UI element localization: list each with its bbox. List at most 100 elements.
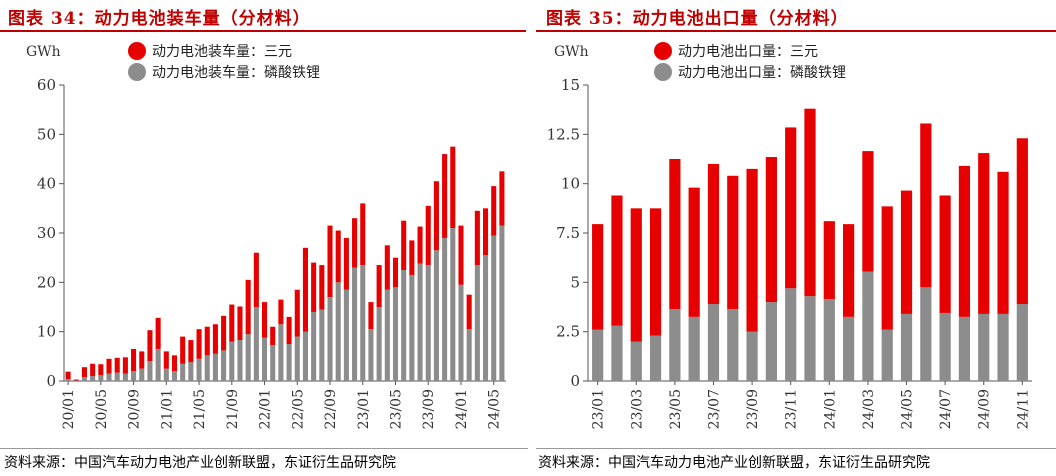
right-bar-ternary-23/09 xyxy=(746,168,758,332)
right-bar-ternary-24/02 xyxy=(843,224,855,317)
left-y-tick-label: 10 xyxy=(37,323,56,341)
right-bar-lfp-23/06 xyxy=(688,316,700,381)
gray-dot-icon xyxy=(654,62,672,81)
right-bar-ternary-24/03 xyxy=(862,151,874,272)
left-panel: 图表 34：动力电池装车量（分材料） 0 10 20 30 40 50 60 20/01 20/… xyxy=(0,9,528,471)
left-bar-ternary-21/06 xyxy=(204,326,210,356)
right-legend-item-ternary: 动力电池出口量：三元 xyxy=(654,40,846,61)
left-bar-lfp-23/05 xyxy=(392,287,399,381)
left-bar-ternary-22/03 xyxy=(278,299,284,325)
left-bar-ternary-24/02 xyxy=(466,294,472,330)
left-bar-lfp-23/02 xyxy=(368,329,374,381)
left-bar-lfp-22/10 xyxy=(335,282,341,381)
left-bar-ternary-22/02 xyxy=(270,326,276,345)
left-y-tick-label: 30 xyxy=(37,224,56,242)
right-bar-ternary-24/04 xyxy=(881,206,893,330)
left-x-tick-label: 22/05 xyxy=(290,389,306,429)
right-bar-ternary-24/05 xyxy=(900,190,913,314)
right-x-tick-label: 24/11 xyxy=(1015,389,1031,429)
left-bar-ternary-23/09 xyxy=(425,205,431,266)
right-bar-lfp-24/08 xyxy=(958,316,971,381)
left-bar-lfp-22/12 xyxy=(352,267,358,381)
left-bar-lfp-20/08 xyxy=(122,373,128,381)
left-bar-ternary-22/10 xyxy=(335,230,341,283)
right-bar-ternary-23/08 xyxy=(727,175,739,309)
left-bar-lfp-20/07 xyxy=(114,372,120,381)
left-bar-ternary-20/10 xyxy=(139,351,145,369)
right-bar-lfp-24/02 xyxy=(843,316,855,381)
right-bar-ternary-24/07 xyxy=(939,195,951,313)
right-bar-lfp-24/04 xyxy=(881,329,893,381)
left-bar-ternary-21/04 xyxy=(188,340,194,363)
right-bar-ternary-23/11 xyxy=(785,127,797,289)
left-bar-lfp-21/01 xyxy=(163,368,169,381)
right-bar-ternary-24/11 xyxy=(1016,138,1028,305)
right-bar-lfp-24/05 xyxy=(900,313,913,381)
left-bar-ternary-24/04 xyxy=(482,208,489,256)
right-bar-ternary-23/05 xyxy=(669,159,681,309)
left-bar-lfp-20/03 xyxy=(81,377,88,381)
left-y-tick-label: 20 xyxy=(37,273,56,291)
left-bar-ternary-22/12 xyxy=(352,218,358,268)
left-bar-ternary-23/10 xyxy=(433,181,439,251)
left-bar-ternary-21/05 xyxy=(196,329,202,359)
left-bar-ternary-24/06 xyxy=(499,171,505,226)
left-bar-lfp-23/06 xyxy=(401,270,407,381)
left-bar-lfp-22/08 xyxy=(319,309,325,381)
left-bar-ternary-23/05 xyxy=(392,257,399,288)
left-bar-lfp-22/05 xyxy=(294,336,300,381)
right-title-rule xyxy=(536,30,1056,32)
left-bar-lfp-22/04 xyxy=(286,344,292,381)
left-bar-ternary-22/04 xyxy=(286,316,292,344)
right-x-tick-label: 24/07 xyxy=(938,389,954,429)
left-bar-lfp-20/11 xyxy=(147,361,153,381)
left-x-tick-label: 21/01 xyxy=(159,389,175,429)
left-bar-lfp-24/05 xyxy=(491,235,497,381)
left-bar-lfp-23/03 xyxy=(376,307,382,381)
left-bar-ternary-20/11 xyxy=(147,330,153,362)
right-bar-lfp-23/02 xyxy=(611,325,623,381)
left-bar-ternary-24/01 xyxy=(458,225,464,285)
left-y-tick-label: 50 xyxy=(37,125,56,143)
left-bar-ternary-21/03 xyxy=(180,336,186,364)
right-bar-ternary-23/04 xyxy=(649,208,662,336)
left-x-tick-label: 22/09 xyxy=(323,389,339,429)
left-bar-lfp-21/09 xyxy=(229,341,235,381)
left-y-tick-label: 60 xyxy=(37,76,56,94)
right-x-tick-label: 23/07 xyxy=(706,389,722,429)
left-bar-ternary-20/02 xyxy=(73,379,79,381)
left-bar-lfp-22/03 xyxy=(278,324,284,381)
right-x-tick-label: 24/09 xyxy=(977,389,993,429)
left-bar-ternary-20/07 xyxy=(114,357,120,373)
left-bar-ternary-23/11 xyxy=(442,154,448,238)
right-legend-item-lfp: 动力电池出口量：磷酸铁锂 xyxy=(654,61,846,82)
left-x-tick-label: 20/05 xyxy=(94,389,110,429)
left-x-tick-label: 23/05 xyxy=(389,389,405,429)
right-bar-lfp-23/01 xyxy=(592,329,604,381)
right-x-tick-label: 23/11 xyxy=(784,389,800,429)
right-bar-ternary-23/12 xyxy=(804,108,816,297)
left-bar-lfp-21/05 xyxy=(196,358,202,381)
left-legend: 动力电池装车量：三元 动力电池装车量：磷酸铁锂 xyxy=(128,40,320,82)
right-bar-ternary-24/06 xyxy=(920,123,932,288)
left-bar-lfp-22/06 xyxy=(302,331,309,381)
left-bar-ternary-20/03 xyxy=(81,367,88,378)
right-x-tick-label: 23/01 xyxy=(591,389,607,429)
right-bar-lfp-23/10 xyxy=(765,302,777,381)
left-bar-ternary-23/02 xyxy=(368,302,374,330)
left-legend-label-ternary: 动力电池装车量：三元 xyxy=(152,43,292,60)
left-bottom-rule xyxy=(0,448,528,449)
left-y-unit: GWh xyxy=(26,44,61,60)
left-x-tick-label: 23/01 xyxy=(356,389,372,429)
left-bar-lfp-21/06 xyxy=(204,355,210,381)
right-x-tick-label: 24/01 xyxy=(822,389,838,429)
left-bar-lfp-24/03 xyxy=(474,265,480,381)
left-x-tick-label: 21/05 xyxy=(192,389,208,429)
right-bar-lfp-24/09 xyxy=(978,313,990,381)
left-bar-lfp-21/02 xyxy=(171,371,178,381)
left-bar-lfp-22/11 xyxy=(343,289,349,381)
left-bar-lfp-23/01 xyxy=(360,265,366,381)
left-bar-lfp-21/07 xyxy=(212,353,218,381)
red-dot-icon xyxy=(128,41,146,60)
left-bar-lfp-23/10 xyxy=(433,250,439,381)
